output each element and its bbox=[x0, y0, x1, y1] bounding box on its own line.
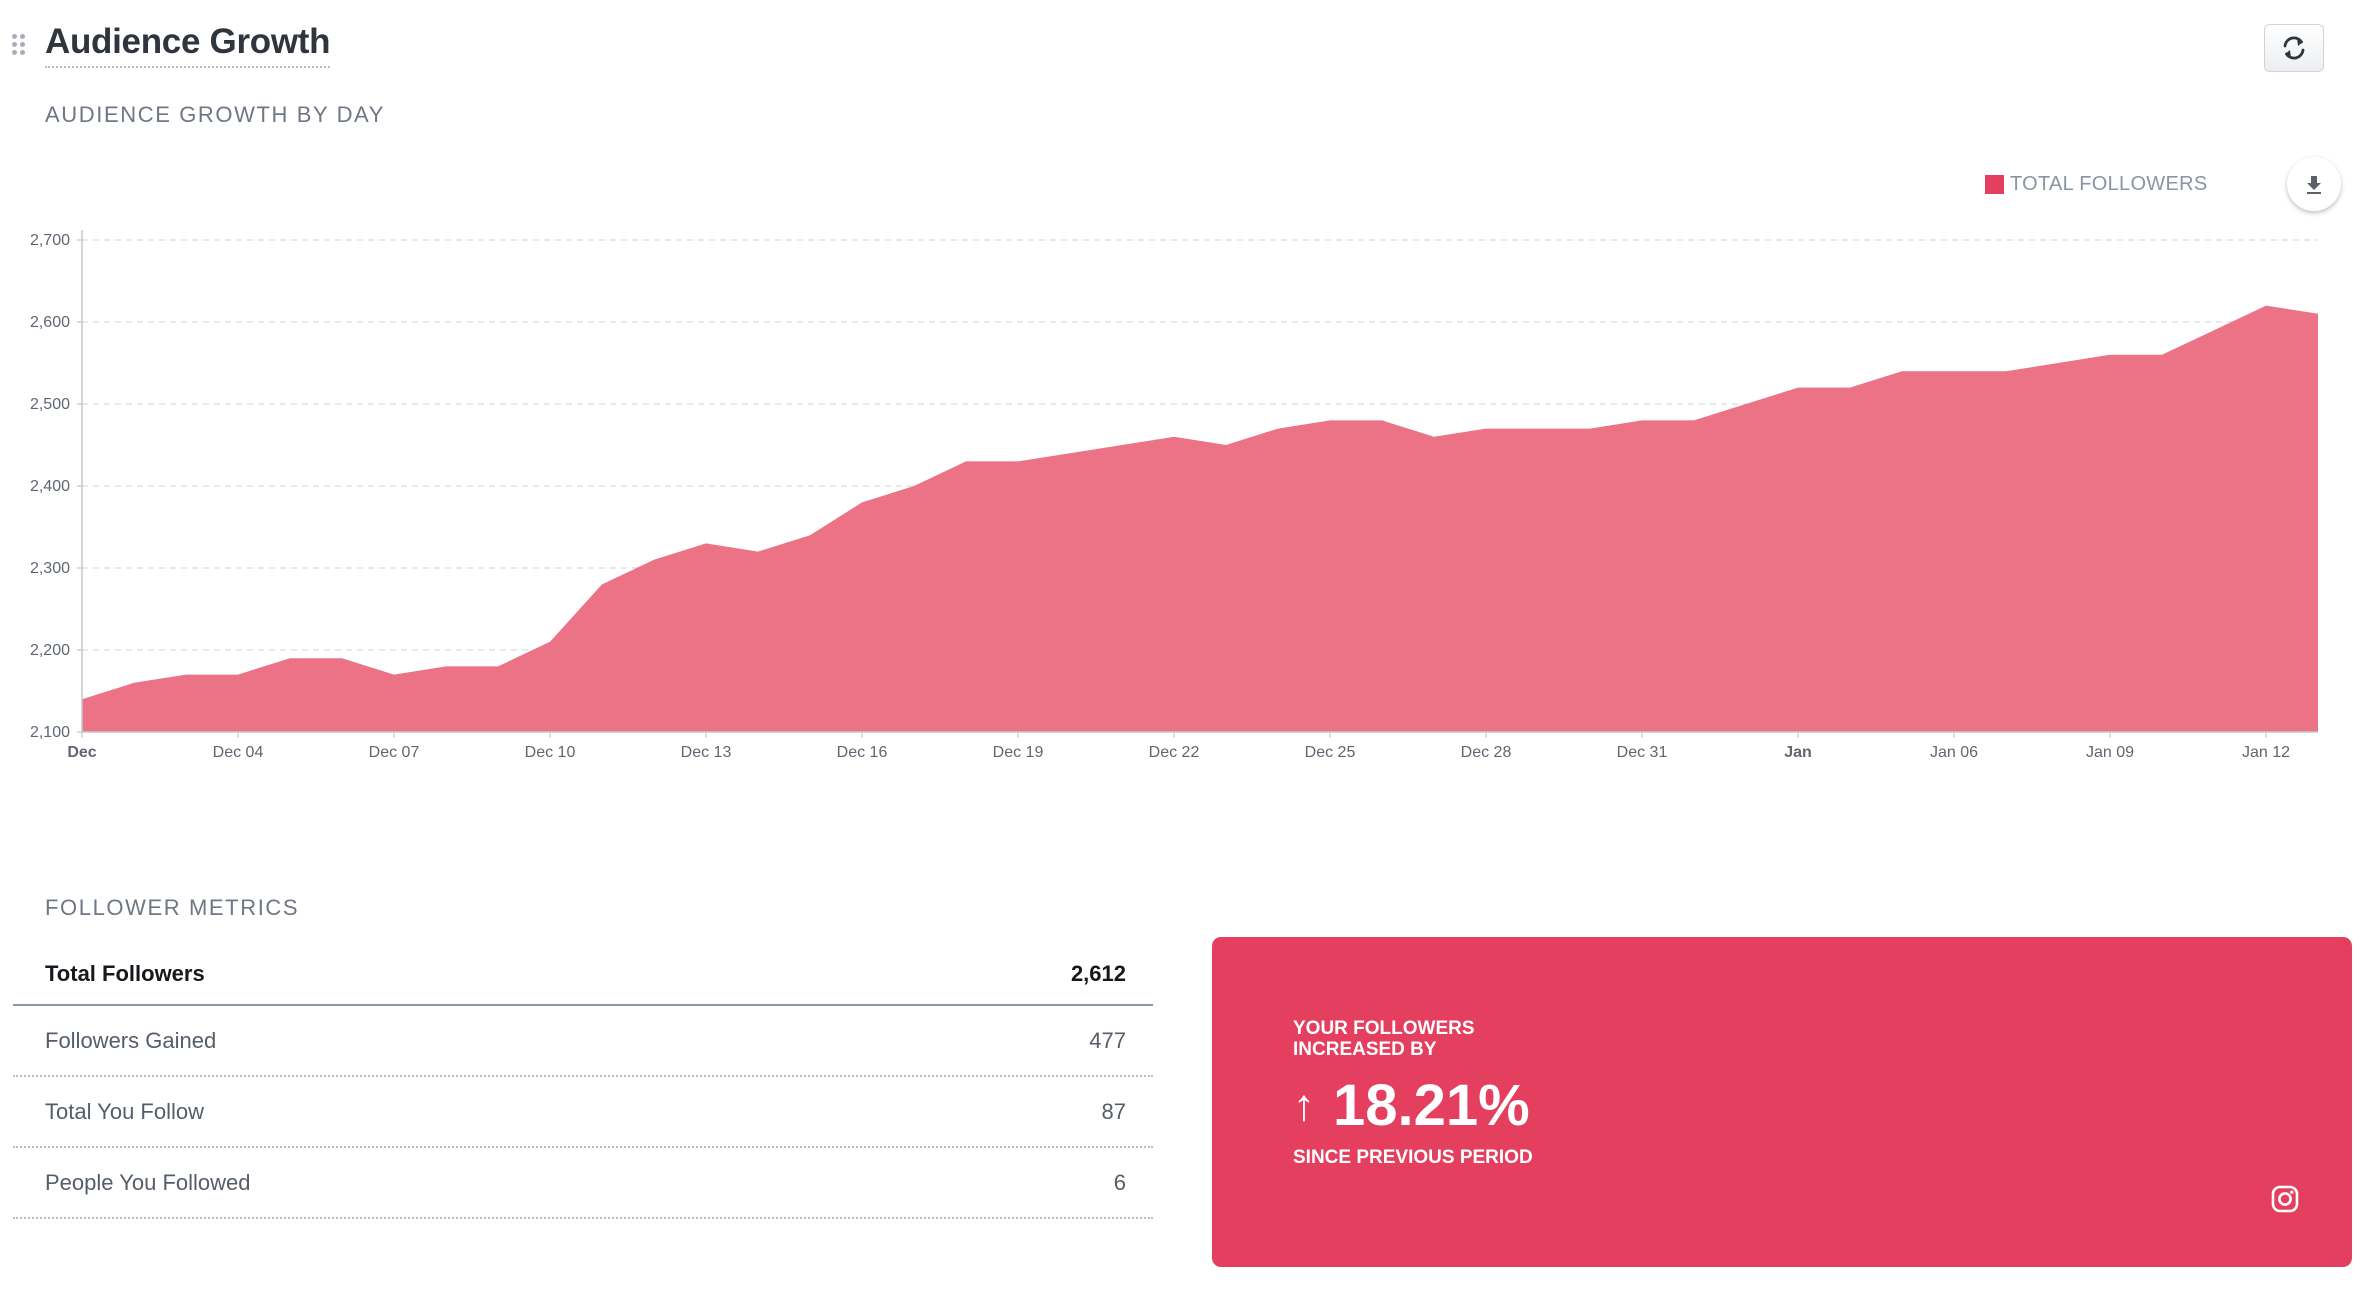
y-tick-label: 2,300 bbox=[30, 560, 70, 577]
x-tick-label: Dec 10 bbox=[525, 744, 576, 761]
follower-growth-card: YOUR FOLLOWERS INCREASED BY ↑ 18.21% SIN… bbox=[1212, 937, 2352, 1267]
y-tick-label: 2,500 bbox=[30, 396, 70, 413]
y-tick-label: 2,700 bbox=[30, 232, 70, 249]
x-tick-label: Dec 13 bbox=[681, 744, 732, 761]
metric-value: 477 bbox=[1089, 1027, 1126, 1053]
x-tick-label: Dec 19 bbox=[993, 744, 1044, 761]
x-tick-label: Dec 16 bbox=[837, 744, 888, 761]
refresh-button[interactable] bbox=[2264, 24, 2324, 72]
growth-heading: YOUR FOLLOWERS INCREASED BY bbox=[1293, 1018, 1475, 1060]
x-axis-ticks: Dec Dec 04 Dec 07 Dec 10 Dec 13 Dec 16 Dec 19 D… bbox=[67, 732, 2290, 761]
chart-axes bbox=[81, 230, 2318, 733]
legend-swatch bbox=[1985, 175, 2004, 194]
metric-label: People You Followed bbox=[45, 1169, 251, 1195]
growth-subtext: SINCE PREVIOUS PERIOD bbox=[1293, 1147, 1533, 1168]
growth-value-row: ↑ 18.21% bbox=[1293, 1072, 1533, 1139]
total-followers-area bbox=[82, 305, 2318, 732]
download-icon bbox=[2307, 176, 2321, 194]
metric-row-followers-gained: Followers Gained 477 bbox=[13, 1006, 1153, 1077]
x-tick-label: Jan 09 bbox=[2086, 744, 2134, 761]
x-tick-label: Dec bbox=[67, 744, 96, 761]
y-tick-label: 2,400 bbox=[30, 478, 70, 495]
metric-label: Total Followers bbox=[45, 960, 205, 986]
metric-value: 6 bbox=[1113, 1169, 1126, 1195]
chart-section-label: AUDIENCE GROWTH BY DAY bbox=[45, 102, 385, 127]
chart-legend[interactable]: TOTAL FOLLOWERS bbox=[1985, 173, 2208, 196]
growth-percentage: 18.21% bbox=[1333, 1073, 1530, 1138]
x-tick-label: Dec 04 bbox=[213, 744, 264, 761]
metric-value: 2,612 bbox=[1070, 960, 1126, 986]
y-axis-ticks: 2,100 2,200 2,300 2,400 2,500 2,600 2,700 bbox=[30, 232, 70, 741]
x-tick-label: Dec 25 bbox=[1305, 744, 1356, 761]
metric-row-total-you-follow: Total You Follow 87 bbox=[13, 1077, 1153, 1148]
metric-value: 87 bbox=[1101, 1098, 1126, 1124]
follower-metrics-table: Total Followers 2,612 Followers Gained 4… bbox=[13, 943, 1153, 1219]
legend-label: TOTAL FOLLOWERS bbox=[2010, 173, 2208, 195]
y-tick-label: 2,600 bbox=[30, 314, 70, 331]
x-tick-label: Jan bbox=[1784, 744, 1812, 761]
x-tick-label: Dec 28 bbox=[1461, 744, 1512, 761]
y-tick-label: 2,200 bbox=[30, 642, 70, 659]
x-tick-label: Dec 07 bbox=[369, 744, 420, 761]
metric-label: Followers Gained bbox=[45, 1027, 217, 1053]
metric-row-people-you-followed: People You Followed 6 bbox=[13, 1148, 1153, 1219]
x-tick-label: Jan 12 bbox=[2242, 744, 2290, 761]
x-tick-label: Jan 06 bbox=[1930, 744, 1978, 761]
metrics-section-label: FOLLOWER METRICS bbox=[45, 895, 300, 920]
metric-row-total-followers: Total Followers 2,612 bbox=[13, 943, 1153, 1006]
page-title[interactable]: Audience Growth bbox=[45, 22, 331, 68]
refresh-icon bbox=[2283, 36, 2305, 60]
arrow-up-icon: ↑ bbox=[1293, 1080, 1315, 1130]
download-button[interactable] bbox=[2287, 157, 2341, 211]
x-tick-label: Dec 31 bbox=[1617, 744, 1668, 761]
instagram-icon[interactable] bbox=[2271, 1185, 2299, 1213]
metric-label: Total You Follow bbox=[45, 1098, 204, 1124]
y-tick-label: 2,100 bbox=[30, 724, 70, 741]
x-tick-label: Dec 22 bbox=[1149, 744, 1200, 761]
drag-handle-icon[interactable] bbox=[12, 34, 28, 56]
